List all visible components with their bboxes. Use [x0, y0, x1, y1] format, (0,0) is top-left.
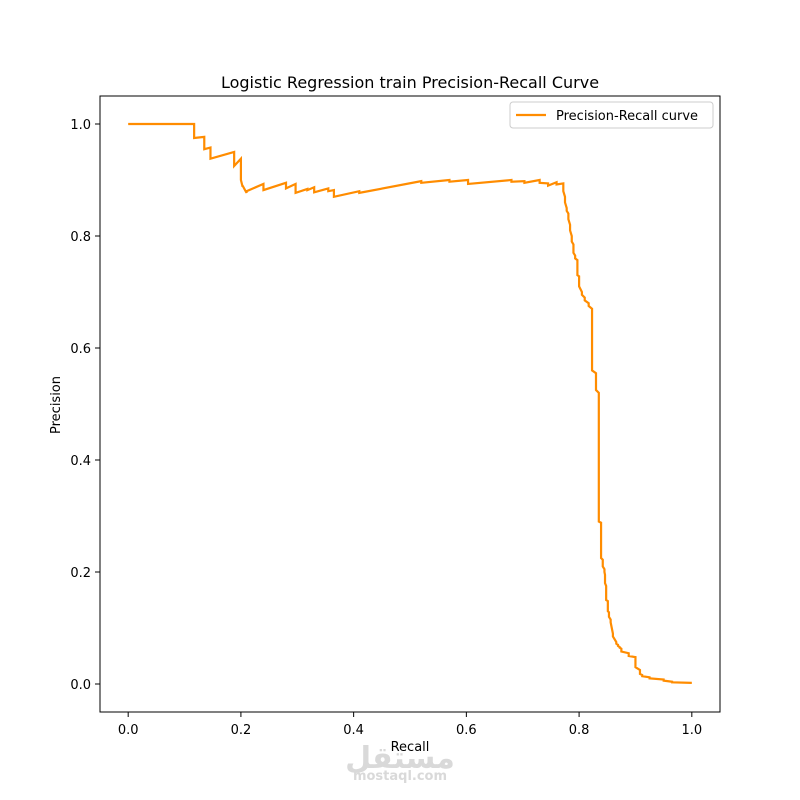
x-axis-label: Recall: [391, 740, 430, 755]
x-tick-label: 1.0: [681, 723, 702, 738]
y-tick-label: 0.8: [70, 230, 91, 245]
watermark-arabic: مستقل: [345, 741, 455, 776]
watermark: مستقل mostaql.com: [345, 741, 455, 784]
y-tick-label: 0.2: [70, 566, 91, 581]
plot-area-frame: [99, 95, 721, 713]
x-tick-label: 0.2: [231, 723, 252, 738]
x-tick-label: 0.0: [118, 723, 139, 738]
x-tick-label: 0.4: [343, 723, 364, 738]
y-axis-label: Precision: [49, 376, 64, 434]
y-axis: 0.0 0.2 0.4 0.6 0.8 1.0: [70, 118, 100, 693]
y-tick-label: 1.0: [70, 118, 91, 133]
chart-title: Logistic Regression train Precision-Reca…: [221, 73, 599, 92]
legend: Precision-Recall curve: [509, 101, 714, 129]
x-tick-label: 0.6: [456, 723, 477, 738]
y-tick-label: 0.4: [70, 454, 91, 469]
series-line-0: [128, 122, 692, 684]
y-tick-label: 0.6: [70, 342, 91, 357]
watermark-latin: mostaql.com: [353, 769, 447, 784]
x-axis: 0.0 0.2 0.4 0.6 0.8 1.0: [118, 712, 702, 738]
legend-label: Precision-Recall curve: [556, 109, 698, 124]
legend-box: [509, 101, 714, 129]
series-layer: [128, 122, 692, 684]
y-tick-label: 0.0: [70, 678, 91, 693]
x-tick-label: 0.8: [569, 723, 590, 738]
